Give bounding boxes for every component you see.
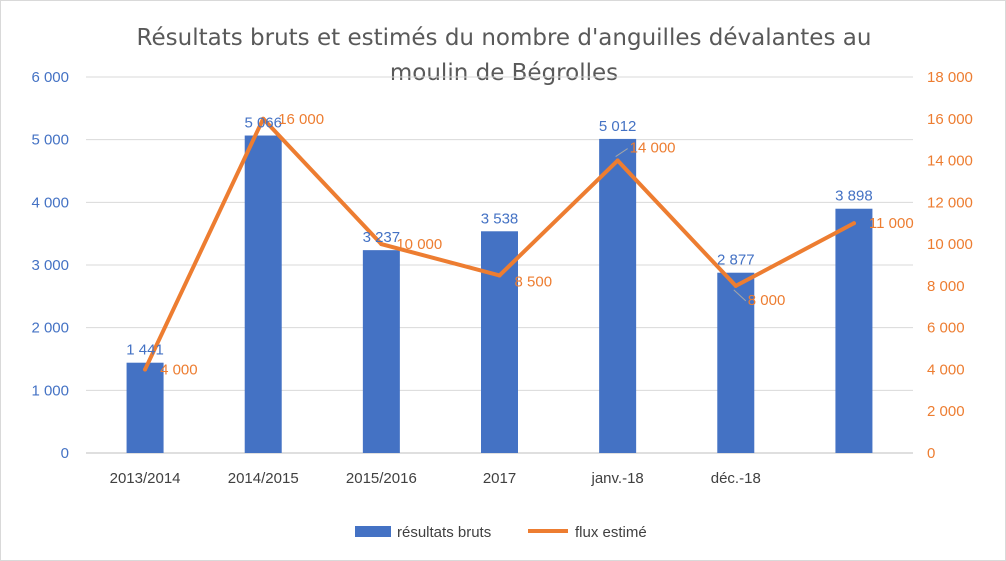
line-point <box>261 116 266 121</box>
line-point <box>379 242 384 247</box>
line-point <box>143 367 148 372</box>
left-axis-tick-label: 3 000 <box>31 257 69 274</box>
bar <box>244 135 282 453</box>
right-axis-tick-label: 12 000 <box>927 194 973 211</box>
bar <box>717 272 755 453</box>
bar-series <box>126 135 873 453</box>
right-axis-tick-label: 16 000 <box>927 111 973 128</box>
right-axis-tick-label: 6 000 <box>927 320 965 337</box>
label-leader-line <box>733 289 747 302</box>
x-axis-tick-label: 2015/2016 <box>346 470 417 487</box>
line-data-label: 4 000 <box>160 361 198 378</box>
line-data-label: 8 500 <box>515 273 553 290</box>
bar-data-label: 5 066 <box>244 115 282 132</box>
bar-data-label: 3 237 <box>363 229 401 246</box>
left-axis-tick-label: 5 000 <box>31 132 69 149</box>
right-axis-tick-label: 14 000 <box>927 153 973 170</box>
bar-data-label: 3 538 <box>481 210 519 227</box>
legend-bar-swatch <box>355 526 391 537</box>
legend: résultats bruts flux estimé <box>355 524 647 541</box>
line-data-label: 8 000 <box>748 292 786 309</box>
bar <box>362 250 400 453</box>
line-data-label: 10 000 <box>396 236 442 253</box>
left-axis-tick-label: 1 000 <box>31 382 69 399</box>
x-axis-tick-label: 2017 <box>483 470 516 487</box>
bar <box>599 138 637 453</box>
bar-data-label: 3 898 <box>835 188 873 205</box>
line-point <box>733 283 738 288</box>
left-axis-tick-label: 4 000 <box>31 194 69 211</box>
line-point <box>615 158 620 163</box>
line-data-label: 16 000 <box>278 111 324 128</box>
bar-data-label: 2 877 <box>717 252 755 269</box>
chart-title: Résultats bruts et estimés du nombre d'a… <box>137 25 872 86</box>
left-y-axis: 0 1 000 2 000 3 000 4 000 5 000 6 000 <box>31 69 69 462</box>
x-axis-tick-label: 2013/2014 <box>110 470 181 487</box>
line-data-label: 14 000 <box>630 140 676 157</box>
bar <box>481 231 518 453</box>
right-axis-tick-label: 0 <box>927 445 935 462</box>
line-point <box>851 221 856 226</box>
left-axis-tick-label: 2 000 <box>31 320 69 337</box>
bar <box>126 362 164 453</box>
right-axis-tick-label: 18 000 <box>927 69 973 86</box>
bar-data-label: 5 012 <box>599 118 637 135</box>
right-y-axis: 0 2 000 4 000 6 000 8 000 10 000 12 000 14 000 1… <box>927 69 973 462</box>
x-axis-tick-label: déc.-18 <box>711 470 761 487</box>
right-axis-tick-label: 10 000 <box>927 236 973 253</box>
line-point <box>497 273 502 278</box>
legend-label-line: flux estimé <box>575 524 647 541</box>
bar-data-label: 1 441 <box>126 342 164 359</box>
left-axis-tick-label: 6 000 <box>31 69 69 86</box>
bar <box>835 208 873 453</box>
x-axis: 2013/2014 2014/2015 2015/2016 2017 janv.-18 d… <box>110 470 761 487</box>
line-series <box>143 116 856 372</box>
right-axis-tick-label: 8 000 <box>927 278 965 295</box>
chart-title-line-1: Résultats bruts et estimés du nombre d'a… <box>137 25 872 51</box>
x-axis-tick-label: janv.-18 <box>591 470 644 487</box>
line-data-label: 11 000 <box>869 215 914 232</box>
legend-label-bars: résultats bruts <box>397 524 491 541</box>
x-axis-tick-label: 2014/2015 <box>228 470 299 487</box>
line-data-labels: 4 000 16 000 10 000 8 500 14 000 8 000 11 000 <box>160 111 914 379</box>
left-axis-tick-label: 0 <box>61 445 69 462</box>
bar-data-labels: 1 441 5 066 3 237 3 538 5 012 2 877 3 898 <box>126 115 872 359</box>
chart-title-line-2: moulin de Bégrolles <box>390 60 618 86</box>
right-axis-tick-label: 4 000 <box>927 361 965 378</box>
right-axis-tick-label: 2 000 <box>927 403 965 420</box>
label-leader-line <box>615 148 628 157</box>
